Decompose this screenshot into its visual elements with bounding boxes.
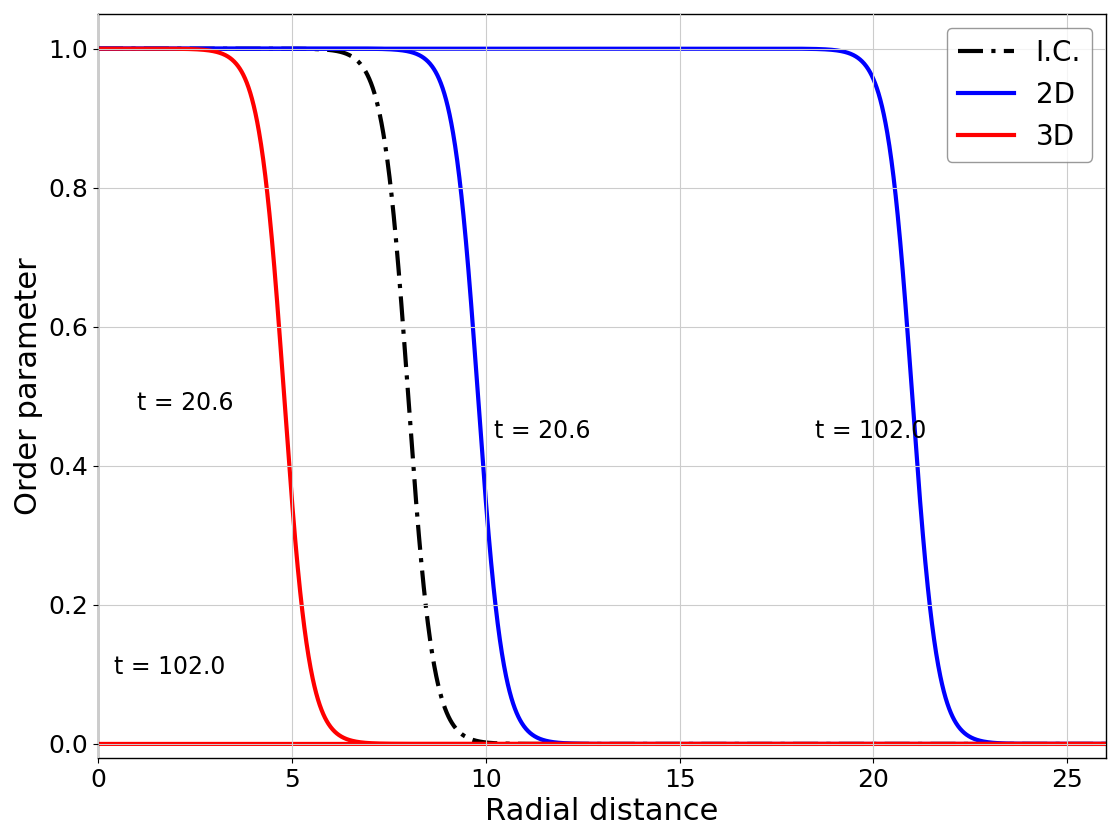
Text: t = 20.6: t = 20.6: [494, 419, 590, 443]
X-axis label: Radial distance: Radial distance: [485, 797, 719, 826]
Text: t = 102.0: t = 102.0: [113, 655, 225, 680]
Legend: I.C., 2D, 3D: I.C., 2D, 3D: [946, 28, 1092, 162]
Text: t = 102.0: t = 102.0: [815, 419, 926, 443]
Y-axis label: Order parameter: Order parameter: [13, 257, 43, 515]
Text: t = 20.6: t = 20.6: [137, 391, 233, 415]
